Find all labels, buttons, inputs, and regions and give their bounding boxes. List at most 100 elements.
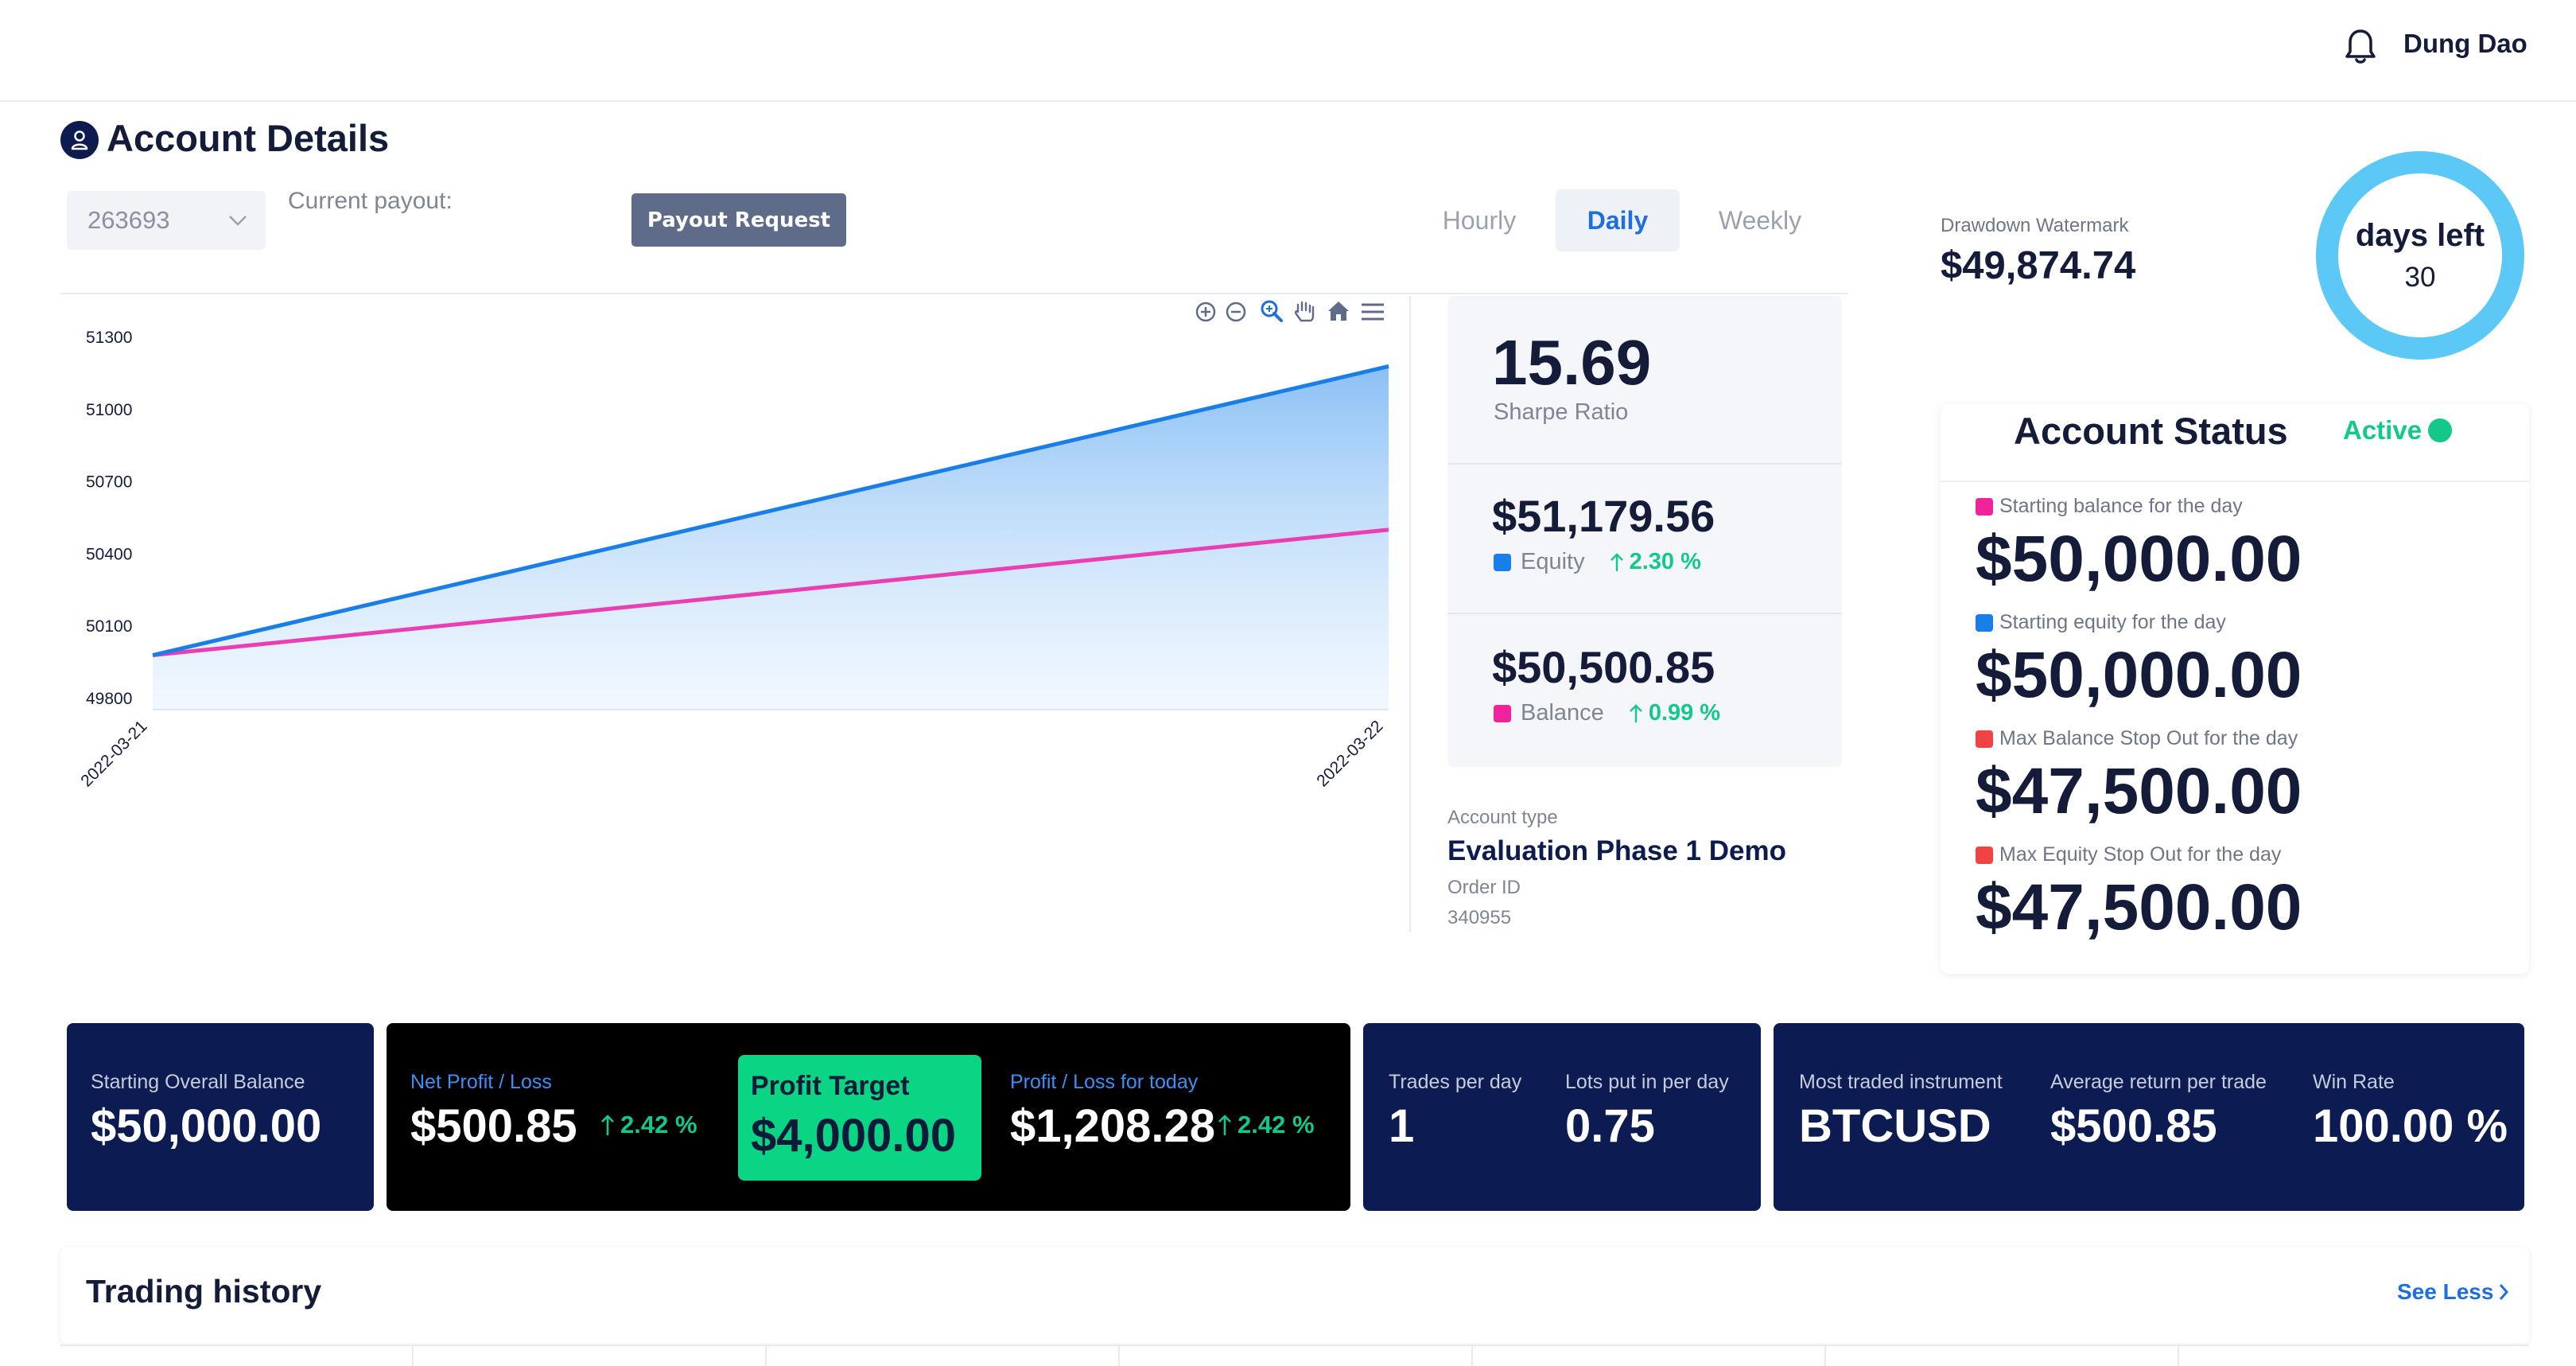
average-return-label: Average return per trade xyxy=(2050,1071,2267,1093)
y-tick-label: 50100 xyxy=(86,617,132,636)
win-rate-label: Win Rate xyxy=(2313,1071,2395,1093)
arrow-up-icon xyxy=(601,1115,614,1135)
table-column-divider xyxy=(1471,1346,1473,1366)
days-left-value: 30 xyxy=(2404,261,2436,293)
trading-history-title: Trading history xyxy=(86,1273,322,1310)
equity-change: 2.30 % xyxy=(1609,549,1701,575)
lots-per-day-label: Lots put in per day xyxy=(1565,1071,1729,1093)
equity-value: $51,179.56 xyxy=(1492,491,1715,541)
arrow-up-icon xyxy=(1610,552,1623,571)
chart-top-divider xyxy=(60,293,1848,294)
current-payout-label: Current payout: xyxy=(288,188,453,214)
status-item-value: $50,000.00 xyxy=(1976,639,2302,711)
trading-history-section xyxy=(60,1247,2529,1343)
today-profit-value: $1,208.28 xyxy=(1010,1100,1216,1152)
y-tick-label: 49800 xyxy=(86,690,132,708)
win-rate-value: 100.00 % xyxy=(2313,1100,2508,1152)
period-tab-hourly[interactable]: Hourly xyxy=(1442,205,1517,235)
account-select[interactable]: 263693 xyxy=(67,191,266,250)
trades-card: Trades per day 1 Lots put in per day 0.7… xyxy=(1363,1023,1761,1211)
arrow-up-icon xyxy=(1218,1115,1231,1135)
net-profit-label: Net Profit / Loss xyxy=(410,1071,552,1093)
account-type-label: Account type xyxy=(1447,807,1558,828)
chevron-down-icon xyxy=(229,216,247,226)
trading-history-table xyxy=(60,1345,2529,1366)
profit-summary-card: Net Profit / Loss $500.85 2.42 % Profit … xyxy=(387,1023,1350,1211)
starting-balance-card: Starting Overall Balance $50,000.00 xyxy=(67,1023,374,1211)
zoom-out-icon[interactable] xyxy=(1226,302,1246,322)
status-item-value: $50,000.00 xyxy=(1976,523,2302,595)
net-profit-pct: 2.42 % xyxy=(620,1111,697,1138)
see-less-link[interactable]: See Less xyxy=(2397,1279,2509,1305)
equity-label: Equity xyxy=(1521,549,1585,574)
y-tick-label: 50400 xyxy=(86,545,132,563)
y-tick-label: 51300 xyxy=(86,329,132,347)
status-item-swatch xyxy=(1976,846,1993,864)
starting-balance-label: Starting Overall Balance xyxy=(91,1071,305,1093)
see-less-label: See Less xyxy=(2397,1279,2494,1304)
x-tick-label: 2022-03-22 xyxy=(1313,717,1386,790)
today-profit-label: Profit / Loss for today xyxy=(1010,1071,1199,1093)
user-icon xyxy=(60,121,99,159)
profit-target-box: Profit Target $4,000.00 xyxy=(738,1055,981,1181)
balance-swatch xyxy=(1494,704,1511,722)
chart-toolbar xyxy=(1195,300,1384,322)
chevron-right-icon xyxy=(2500,1284,2509,1300)
payout-request-button[interactable]: Payout Request xyxy=(631,193,846,247)
profit-target-value: $4,000.00 xyxy=(751,1110,957,1162)
equity-swatch xyxy=(1494,553,1511,571)
table-column-divider xyxy=(2178,1346,2179,1366)
sharpe-ratio-label: Sharpe Ratio xyxy=(1494,399,1629,425)
balance-change: 0.99 % xyxy=(1628,700,1720,726)
table-column-divider xyxy=(765,1346,767,1366)
status-item-value: $47,500.00 xyxy=(1976,871,2302,944)
y-tick-label: 51000 xyxy=(86,401,132,419)
net-profit-value: $500.85 xyxy=(410,1100,577,1152)
lots-per-day-value: 0.75 xyxy=(1565,1100,1655,1152)
today-profit-pct: 2.42 % xyxy=(1237,1111,1315,1138)
days-left-ring: days left 30 xyxy=(2316,151,2524,360)
account-type-value: Evaluation Phase 1 Demo xyxy=(1447,835,1786,866)
starting-balance-value: $50,000.00 xyxy=(91,1100,322,1152)
period-tab-weekly[interactable]: Weekly xyxy=(1718,205,1802,235)
table-column-divider xyxy=(412,1346,414,1366)
balance-change-pct: 0.99 % xyxy=(1648,700,1721,726)
series-line-equity xyxy=(152,364,1389,657)
trades-per-day-value: 1 xyxy=(1389,1100,1415,1152)
trades-per-day-label: Trades per day xyxy=(1389,1071,1522,1093)
status-item-label-text: Max Balance Stop Out for the day xyxy=(1999,727,2298,749)
table-column-divider xyxy=(1118,1346,1120,1366)
page-title: Account Details xyxy=(107,117,390,159)
balance-label: Balance xyxy=(1521,700,1604,726)
user-name[interactable]: Dung Dao xyxy=(2403,29,2527,58)
status-dot-icon xyxy=(2428,418,2453,442)
average-return-value: $500.85 xyxy=(2050,1100,2217,1152)
status-text: Active xyxy=(2343,415,2423,445)
equity-legend: Equity 2.30 % xyxy=(1494,549,1701,575)
period-tab-daily[interactable]: Daily xyxy=(1556,189,1680,251)
account-select-value: 263693 xyxy=(87,206,170,234)
top-bar xyxy=(0,0,2576,102)
sharpe-ratio-value: 15.69 xyxy=(1492,327,1652,398)
equity-change-pct: 2.30 % xyxy=(1629,549,1701,574)
pan-hand-icon[interactable] xyxy=(1294,301,1315,322)
status-item-value: $47,500.00 xyxy=(1976,755,2302,827)
balance-value: $50,500.85 xyxy=(1492,642,1715,692)
status-item-label: Max Balance Stop Out for the day xyxy=(1976,727,2298,750)
equity-area xyxy=(153,366,1389,710)
stats-panel: 15.69 Sharpe Ratio $51,179.56 Equity 2.3… xyxy=(1447,296,1842,767)
status-badge: Active xyxy=(2343,415,2453,446)
status-item-label: Max Equity Stop Out for the day xyxy=(1976,843,2281,866)
status-item-label-text: Starting equity for the day xyxy=(1999,611,2226,633)
home-icon[interactable] xyxy=(1328,302,1349,321)
drawdown-watermark-label: Drawdown Watermark xyxy=(1941,215,2129,236)
profit-target-label: Profit Target xyxy=(751,1071,910,1101)
zoom-in-icon[interactable] xyxy=(1195,302,1216,322)
bell-icon[interactable] xyxy=(2343,27,2378,65)
menu-icon[interactable] xyxy=(1362,303,1384,321)
table-column-divider xyxy=(1824,1346,1826,1366)
days-left-label: days left xyxy=(2355,217,2485,253)
magnifier-icon[interactable] xyxy=(1261,300,1283,322)
series-line-balance xyxy=(152,527,1389,658)
status-item-swatch xyxy=(1976,613,1993,632)
